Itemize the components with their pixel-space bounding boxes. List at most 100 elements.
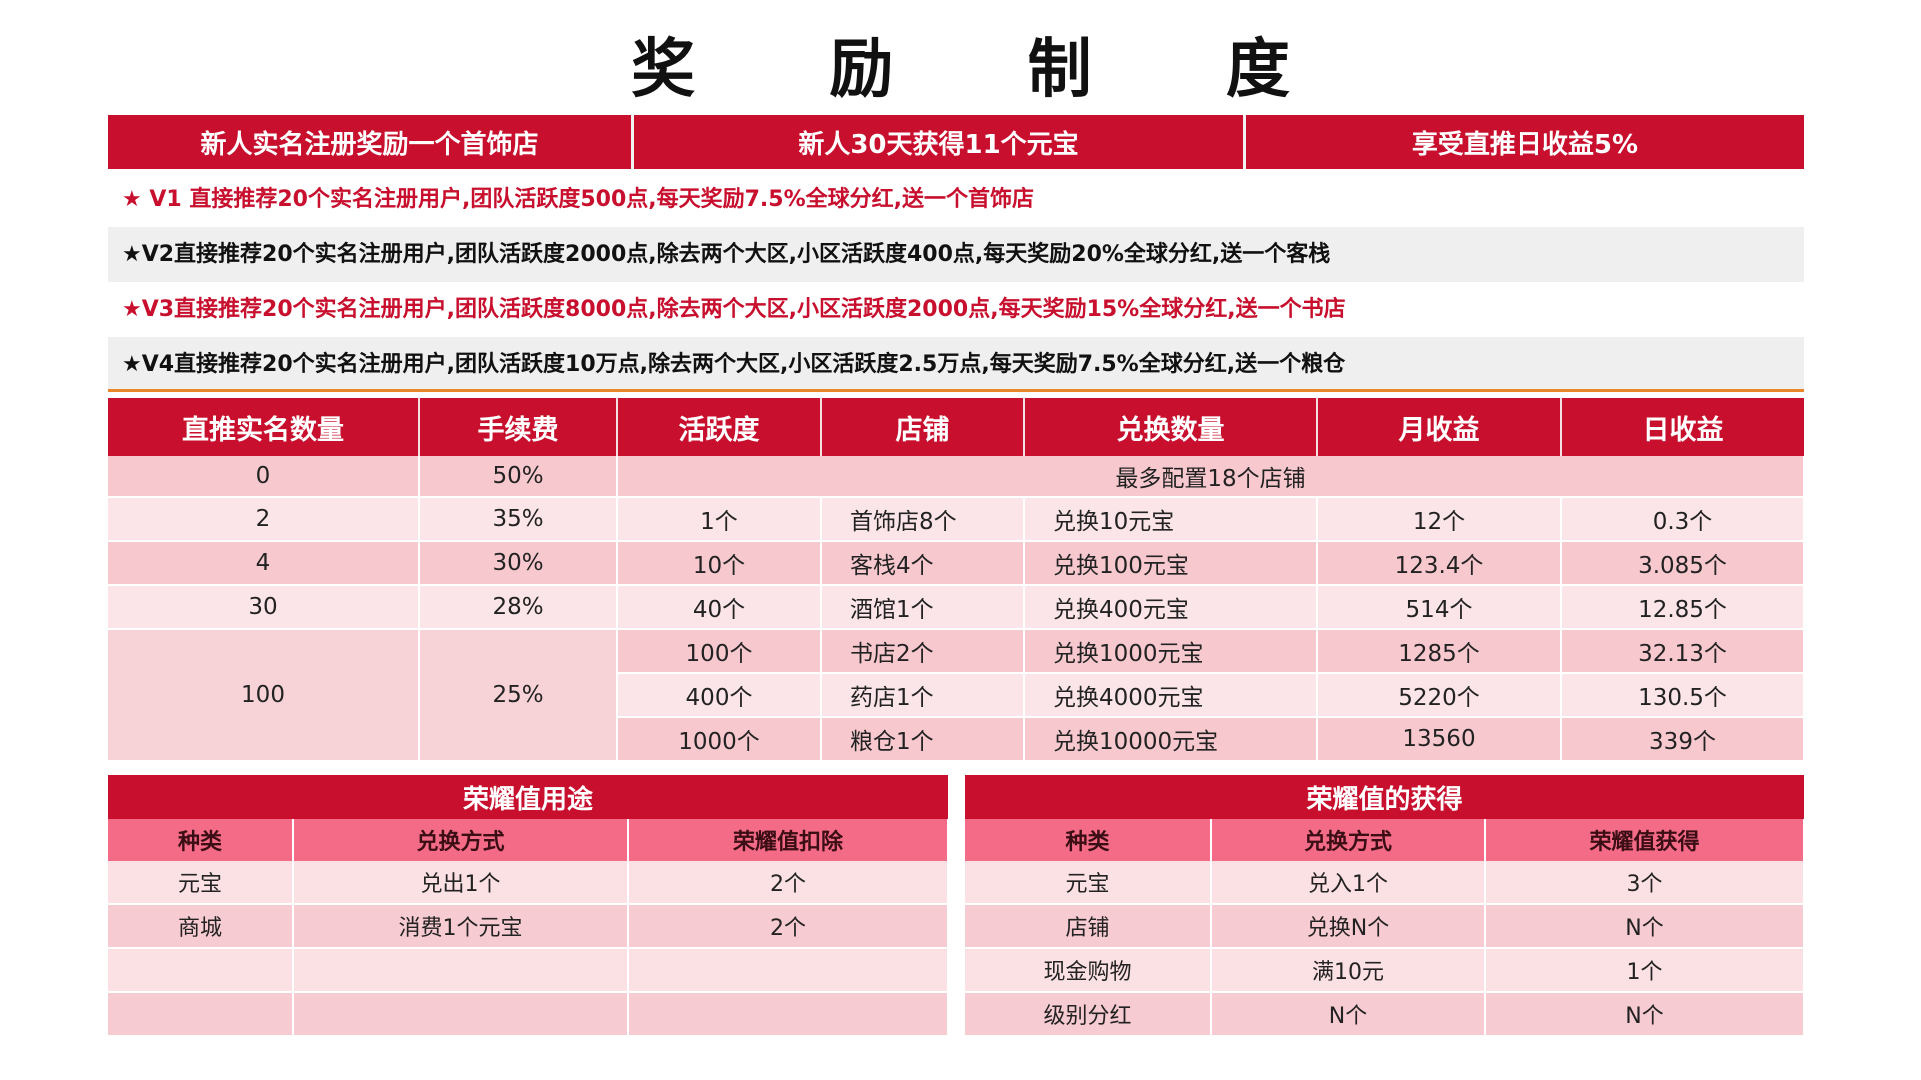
cell-daily: 3.085个 xyxy=(1561,541,1805,586)
cell-fee: 50% xyxy=(419,456,618,498)
header-monthly: 月收益 xyxy=(1317,398,1562,456)
cell-type xyxy=(108,992,294,1037)
cell-daily: 12.85个 xyxy=(1561,585,1805,630)
table-row: 元宝 兑入1个 3个 xyxy=(965,861,1806,905)
honor-gain-table: 荣耀值的获得 种类 兑换方式 荣耀值获得 元宝 兑入1个 3个 店铺 兑换N个 … xyxy=(965,775,1806,1037)
level-v2: ★V2直接推荐20个实名注册用户,团队活跃度2000点,除去两个大区,小区活跃度… xyxy=(108,227,1804,282)
table-row: 元宝 兑出1个 2个 xyxy=(108,861,950,905)
honor-gain-header-type: 种类 xyxy=(965,819,1212,861)
honor-gain-title: 荣耀值的获得 xyxy=(965,775,1805,819)
cell-count: 4 xyxy=(108,541,420,586)
table-row: 现金购物 满10元 1个 xyxy=(965,948,1806,993)
cell-method xyxy=(293,992,629,1037)
cell-activity: 400个 xyxy=(617,673,822,718)
cell-exchange: 兑换1000元宝 xyxy=(1024,629,1318,674)
banner-new-user-shop: 新人实名注册奖励一个首饰店 xyxy=(200,129,539,160)
cell-fee: 35% xyxy=(419,497,618,542)
table-row: 2 35% 1个 首饰店8个 兑换10元宝 12个 0.3个 xyxy=(108,497,1805,542)
cell-method: 满10元 xyxy=(1211,948,1486,993)
cell-daily: 339个 xyxy=(1561,717,1805,762)
cell-count: 100 xyxy=(108,629,420,762)
table-row: 级别分红 N个 N个 xyxy=(965,992,1806,1037)
cell-value: N个 xyxy=(1485,904,1806,949)
honor-use-header-method: 兑换方式 xyxy=(293,819,629,861)
level-list: ★ V1 直接推荐20个实名注册用户,团队活跃度500点,每天奖励7.5%全球分… xyxy=(108,172,1804,392)
cell-daily: 130.5个 xyxy=(1561,673,1805,718)
cell-fee: 30% xyxy=(419,541,618,586)
cell-daily: 0.3个 xyxy=(1561,497,1805,542)
table-row: 店铺 兑换N个 N个 xyxy=(965,904,1806,949)
cell-count: 2 xyxy=(108,497,420,542)
honor-use-table: 荣耀值用途 种类 兑换方式 荣耀值扣除 元宝 兑出1个 2个 商城 消费1个元宝… xyxy=(108,775,950,1037)
header-shop: 店铺 xyxy=(821,398,1025,456)
honor-use-title: 荣耀值用途 xyxy=(108,775,949,819)
cell-activity: 100个 xyxy=(617,629,822,674)
honor-use-header-deduct: 荣耀值扣除 xyxy=(628,819,950,861)
cell-type: 元宝 xyxy=(965,861,1212,905)
table-row: 0 50% 最多配置18个店铺 xyxy=(108,456,1805,498)
cell-type xyxy=(108,948,294,993)
cell-shop: 首饰店8个 xyxy=(821,497,1025,542)
level-v4: ★V4直接推荐20个实名注册用户,团队活跃度10万点,除去两个大区,小区活跃度2… xyxy=(108,337,1804,392)
cell-value: 1个 xyxy=(1485,948,1806,993)
cell-type: 现金购物 xyxy=(965,948,1212,993)
cell-exchange: 兑换400元宝 xyxy=(1024,585,1318,630)
cell-exchange: 兑换10元宝 xyxy=(1024,497,1318,542)
cell-value xyxy=(628,948,950,993)
cell-fee: 25% xyxy=(419,629,618,762)
cell-shop: 药店1个 xyxy=(821,673,1025,718)
cell-monthly: 12个 xyxy=(1317,497,1562,542)
level-v3: ★V3直接推荐20个实名注册用户,团队活跃度8000点,除去两个大区,小区活跃度… xyxy=(108,282,1804,337)
cell-activity: 40个 xyxy=(617,585,822,630)
banner-30-day-ingots: 新人30天获得11个元宝 xyxy=(631,115,1243,169)
cell-type: 店铺 xyxy=(965,904,1212,949)
cell-value: 2个 xyxy=(628,904,950,949)
cell-monthly: 123.4个 xyxy=(1317,541,1562,586)
cell-monthly: 5220个 xyxy=(1317,673,1562,718)
cell-count: 0 xyxy=(108,456,420,498)
cell-type: 商城 xyxy=(108,904,294,949)
page-title: 奖 励 制 度 xyxy=(631,33,1346,107)
reward-table-header: 直推实名数量 手续费 活跃度 店铺 兑换数量 月收益 日收益 xyxy=(108,398,1804,456)
header-direct-count: 直推实名数量 xyxy=(108,398,420,456)
cell-shop: 粮仓1个 xyxy=(821,717,1025,762)
cell-value: 3个 xyxy=(1485,861,1806,905)
cell-monthly: 13560 xyxy=(1317,717,1562,762)
reward-table: 直推实名数量 手续费 活跃度 店铺 兑换数量 月收益 日收益 0 50% 最多配… xyxy=(108,398,1805,762)
honor-gain-header-method: 兑换方式 xyxy=(1211,819,1486,861)
cell-method: 兑出1个 xyxy=(293,861,629,905)
cell-value: 2个 xyxy=(628,861,950,905)
cell-exchange: 兑换100元宝 xyxy=(1024,541,1318,586)
cell-shop: 书店2个 xyxy=(821,629,1025,674)
cell-method: 兑入1个 xyxy=(1211,861,1486,905)
cell-exchange: 兑换10000元宝 xyxy=(1024,717,1318,762)
cell-count: 30 xyxy=(108,585,420,630)
cell-activity: 1000个 xyxy=(617,717,822,762)
header-exchange: 兑换数量 xyxy=(1024,398,1318,456)
cell-method: N个 xyxy=(1211,992,1486,1037)
cell-method: 消费1个元宝 xyxy=(293,904,629,949)
cell-type: 元宝 xyxy=(108,861,294,905)
cell-type: 级别分红 xyxy=(965,992,1212,1037)
cell-method xyxy=(293,948,629,993)
top-banner: 新人实名注册奖励一个首饰店 新人30天获得11个元宝 享受直推日收益5% xyxy=(108,115,1804,169)
level-v1: ★ V1 直接推荐20个实名注册用户,团队活跃度500点,每天奖励7.5%全球分… xyxy=(108,172,1804,227)
cell-daily: 32.13个 xyxy=(1561,629,1805,674)
honor-use-header-type: 种类 xyxy=(108,819,294,861)
cell-value: N个 xyxy=(1485,992,1806,1037)
table-row xyxy=(108,948,950,993)
table-row: 4 30% 10个 客栈4个 兑换100元宝 123.4个 3.085个 xyxy=(108,541,1805,586)
honor-gain-header-gain: 荣耀值获得 xyxy=(1485,819,1806,861)
table-row: 100 25% 100个 书店2个 兑换1000元宝 1285个 32.13个 xyxy=(108,629,1805,762)
cell-note: 最多配置18个店铺 xyxy=(617,456,1805,498)
cell-monthly: 514个 xyxy=(1317,585,1562,630)
cell-fee: 28% xyxy=(419,585,618,630)
header-fee: 手续费 xyxy=(419,398,618,456)
cell-method: 兑换N个 xyxy=(1211,904,1486,949)
cell-value xyxy=(628,992,950,1037)
cell-activity: 1个 xyxy=(617,497,822,542)
cell-monthly: 1285个 xyxy=(1317,629,1562,674)
table-row: 400个 药店1个 兑换4000元宝 5220个 130.5个 xyxy=(108,673,1805,718)
table-row: 30 28% 40个 酒馆1个 兑换400元宝 514个 12.85个 xyxy=(108,585,1805,630)
header-activity: 活跃度 xyxy=(617,398,822,456)
